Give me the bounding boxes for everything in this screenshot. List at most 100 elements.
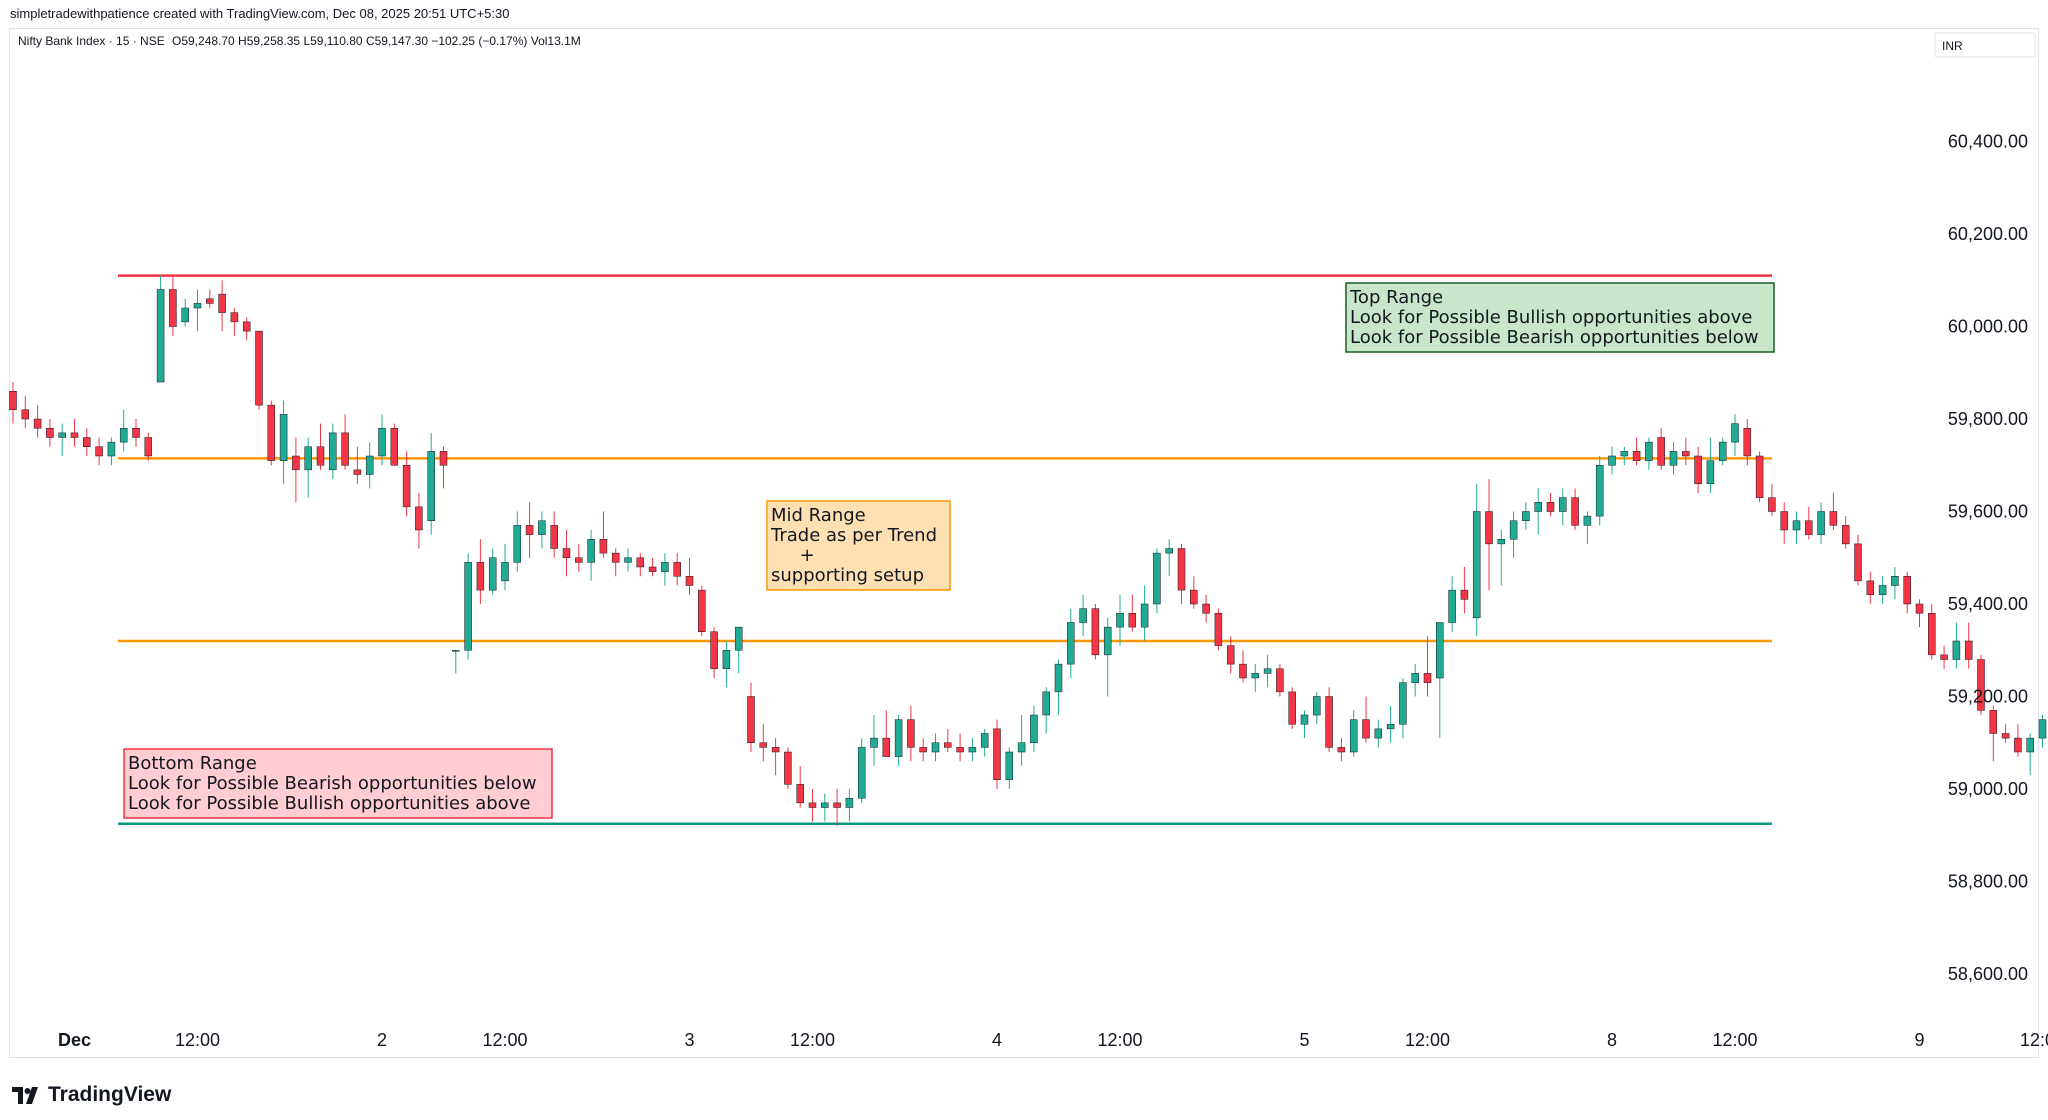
candle-body bbox=[95, 446, 103, 457]
candle bbox=[488, 548, 497, 595]
candle-body bbox=[415, 506, 423, 531]
candle-body bbox=[1903, 576, 1911, 605]
candle-body bbox=[1448, 589, 1456, 623]
candle-body bbox=[2001, 733, 2010, 739]
candle-body bbox=[1337, 747, 1346, 753]
time-tick-label: 2 bbox=[377, 1030, 387, 1050]
candle-body bbox=[2038, 719, 2047, 739]
candle bbox=[427, 432, 435, 535]
candle bbox=[1841, 516, 1850, 549]
candle-body bbox=[1325, 696, 1333, 748]
candle bbox=[1436, 622, 1444, 739]
candle-body bbox=[119, 428, 128, 443]
candle bbox=[1091, 604, 1100, 660]
candle bbox=[513, 511, 522, 572]
candle bbox=[1251, 664, 1260, 692]
candle bbox=[119, 409, 128, 452]
candle-body bbox=[464, 562, 472, 651]
legend-ohlc: O59,248.70 H59,258.35 L59,110.80 C59,147… bbox=[172, 34, 581, 48]
candle bbox=[1928, 604, 1936, 660]
candle bbox=[1128, 594, 1137, 632]
candle-body bbox=[1313, 696, 1321, 716]
currency-box[interactable] bbox=[1934, 32, 2036, 58]
bottom-range-note-line: Bottom Range bbox=[128, 753, 257, 774]
time-tick-label: 12:00 bbox=[790, 1030, 835, 1050]
candle bbox=[919, 738, 927, 762]
candle-body bbox=[70, 432, 79, 438]
candle-body bbox=[525, 525, 534, 535]
candle bbox=[1202, 594, 1210, 623]
candle-body bbox=[1805, 520, 1813, 535]
candle-body bbox=[1731, 423, 1739, 443]
candle-body bbox=[1128, 613, 1137, 628]
candle-body bbox=[21, 409, 30, 420]
candle bbox=[1165, 539, 1173, 577]
top-range-note-line: Look for Possible Bullish opportunities … bbox=[1350, 307, 1752, 328]
candle bbox=[1214, 608, 1223, 651]
candle-body bbox=[329, 432, 337, 471]
bottom-range-note-line: Look for Possible Bearish opportunities … bbox=[128, 773, 537, 794]
candle-body bbox=[365, 455, 374, 475]
time-tick-label: 12:00 bbox=[2020, 1030, 2048, 1050]
candle bbox=[1952, 622, 1961, 669]
candle-body bbox=[1559, 497, 1567, 512]
candle bbox=[1755, 451, 1764, 503]
candle bbox=[1017, 715, 1026, 766]
candle bbox=[144, 432, 153, 461]
time-tick-label: 9 bbox=[1914, 1030, 1924, 1050]
candle bbox=[759, 724, 768, 762]
candle bbox=[1460, 567, 1469, 614]
candle bbox=[132, 419, 140, 447]
price-tick-label: 59,400.00 bbox=[1948, 594, 2028, 614]
candle-body bbox=[242, 321, 251, 332]
candle-body bbox=[1940, 654, 1948, 660]
candle-body bbox=[1669, 451, 1678, 466]
candle-body bbox=[1362, 719, 1370, 739]
candle bbox=[1645, 437, 1653, 470]
candle bbox=[95, 437, 103, 466]
candle bbox=[1005, 747, 1014, 789]
candle-body bbox=[1583, 515, 1592, 526]
price-tick-label: 59,000.00 bbox=[1948, 779, 2028, 799]
candle bbox=[1608, 446, 1616, 475]
candle bbox=[833, 789, 841, 826]
candle-body bbox=[1878, 585, 1887, 595]
candle-body bbox=[1300, 714, 1309, 725]
candle bbox=[1989, 705, 1998, 762]
candle-body bbox=[1251, 673, 1260, 679]
candle bbox=[255, 330, 263, 410]
time-tick-label: Dec bbox=[58, 1030, 91, 1050]
candle-body bbox=[46, 428, 54, 438]
candle bbox=[1337, 738, 1346, 762]
candle bbox=[1190, 576, 1198, 609]
candle bbox=[2014, 724, 2022, 757]
candle bbox=[1288, 687, 1296, 729]
candle-body bbox=[193, 303, 202, 309]
tradingview-logo-text: TradingView bbox=[48, 1083, 172, 1106]
candle-body bbox=[1411, 673, 1419, 683]
candle bbox=[845, 789, 854, 822]
bottom-range-note-box bbox=[123, 748, 553, 819]
candle bbox=[218, 280, 226, 332]
candle-body bbox=[1743, 428, 1752, 457]
candle bbox=[83, 428, 91, 456]
candle-body bbox=[1829, 511, 1838, 526]
candle bbox=[107, 437, 116, 466]
price-axis: 60,400.00 60,200.00 60,000.00 59,800.00 59,6… bbox=[1948, 132, 2028, 985]
time-tick-label: 3 bbox=[684, 1030, 694, 1050]
candle bbox=[661, 553, 669, 586]
candle bbox=[452, 650, 460, 674]
candle-body bbox=[132, 428, 140, 438]
candle bbox=[599, 511, 608, 558]
candle-body bbox=[1374, 728, 1383, 739]
candle-body bbox=[734, 626, 743, 651]
top-range-note-line: Look for Possible Bearish opportunities … bbox=[1350, 327, 1759, 348]
candle bbox=[1731, 414, 1739, 456]
candle-body bbox=[1460, 589, 1469, 600]
candle-body bbox=[661, 562, 669, 572]
tradingview-logo[interactable]: TradingView bbox=[12, 1083, 171, 1107]
candle-body bbox=[1620, 451, 1629, 457]
candle-body bbox=[501, 562, 509, 582]
